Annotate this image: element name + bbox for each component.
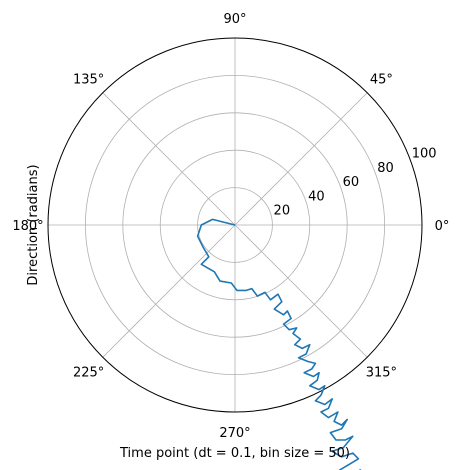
polar-grid (47, 37, 423, 413)
theta-gridline-45 (234, 92, 368, 226)
r-gridline-20 (197, 187, 273, 263)
theta-tick-label-270: 270° (219, 426, 250, 441)
theta-tick-label-0: 0° (435, 219, 450, 234)
r-gridline-80 (84, 74, 386, 376)
y-axis-label: Direction (radians) (26, 164, 41, 285)
r-tick-label-60: 60 (343, 175, 360, 190)
r-tick-label-20: 20 (274, 204, 291, 219)
polar-frame (47, 37, 423, 413)
r-tick-label-40: 40 (308, 189, 325, 204)
theta-tick-label-180: 180° (12, 219, 43, 234)
theta-gridline-225 (102, 224, 236, 358)
theta-tick-label-135: 135° (73, 73, 104, 88)
data-layer (196, 218, 362, 470)
r-gridline-40 (159, 149, 311, 301)
r-tick-label-80: 80 (377, 161, 394, 176)
theta-tick-label-315: 315° (366, 365, 397, 380)
theta-tick-label-45: 45° (370, 73, 393, 88)
theta-tick-label-225: 225° (73, 365, 104, 380)
r-tick-label-100: 100 (412, 146, 437, 161)
theta-gridline-135 (102, 92, 236, 226)
theta-tick-label-90: 90° (223, 12, 246, 27)
label-layer: 0° 45° 90° 135° 180° 225° 270° 315° 20 40 60 80 100 (12, 12, 449, 441)
series-line-0 (196, 218, 362, 470)
r-gridline-60 (122, 112, 348, 338)
theta-gridline-315 (234, 224, 368, 358)
x-axis-label: Time point (dt = 0.1, bin size = 50) (119, 446, 350, 461)
